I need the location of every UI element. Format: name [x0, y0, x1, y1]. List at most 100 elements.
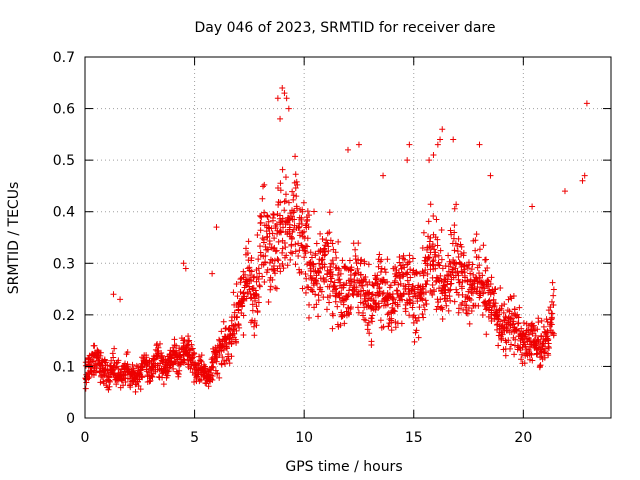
data-point — [260, 183, 267, 190]
data-point — [126, 382, 133, 389]
data-point — [433, 216, 440, 223]
data-point — [257, 220, 264, 227]
data-point — [311, 208, 318, 215]
data-point — [545, 343, 552, 350]
data-point — [326, 229, 333, 236]
data-point — [429, 291, 436, 298]
data-point — [437, 272, 444, 279]
data-point — [321, 245, 328, 252]
data-point — [423, 301, 430, 308]
data-point — [260, 236, 267, 243]
data-point — [311, 304, 318, 311]
data-point — [239, 297, 246, 304]
data-point — [234, 313, 241, 320]
data-point — [240, 268, 247, 275]
data-point — [368, 342, 375, 349]
data-point — [457, 260, 464, 267]
data-point — [273, 285, 280, 292]
data-point — [264, 214, 271, 221]
data-point — [463, 310, 470, 317]
data-point — [256, 282, 263, 289]
data-point — [327, 237, 334, 244]
data-point — [244, 250, 251, 257]
data-point — [332, 249, 339, 256]
data-point — [434, 236, 441, 243]
data-point — [115, 357, 122, 364]
data-point — [345, 146, 351, 153]
data-point — [528, 351, 535, 358]
data-point — [341, 296, 348, 303]
data-point — [246, 276, 253, 283]
x-tick-labels: 0 5 10 15 20 — [81, 430, 533, 446]
data-point — [257, 249, 264, 256]
data-point — [292, 185, 299, 192]
data-point — [318, 288, 325, 295]
data-point — [291, 216, 298, 223]
data-point — [488, 307, 495, 314]
data-point — [426, 157, 433, 164]
data-point — [466, 320, 473, 327]
data-point — [357, 257, 364, 264]
data-point — [378, 265, 385, 272]
data-point — [208, 369, 215, 376]
data-point — [138, 373, 145, 380]
data-point — [438, 256, 445, 263]
data-point — [108, 368, 115, 375]
data-point — [285, 105, 292, 112]
data-point — [458, 243, 465, 250]
data-point — [155, 373, 162, 380]
data-point — [426, 254, 433, 261]
data-point — [404, 277, 411, 284]
data-point — [532, 341, 539, 348]
data-point — [242, 245, 249, 252]
data-point — [360, 287, 367, 294]
data-point — [173, 342, 180, 349]
data-point — [290, 209, 297, 216]
data-point — [323, 306, 330, 313]
data-point — [213, 224, 220, 231]
data-point — [452, 240, 459, 247]
data-point — [430, 257, 437, 264]
data-point — [280, 224, 287, 231]
data-point — [302, 289, 309, 296]
data-point — [292, 241, 299, 248]
data-point — [451, 298, 458, 305]
data-point — [100, 378, 107, 385]
data-point — [345, 309, 352, 316]
data-point — [269, 276, 276, 283]
data-point — [248, 255, 255, 262]
data-point — [455, 309, 462, 316]
data-point — [313, 301, 320, 308]
data-point — [201, 363, 208, 370]
data-point — [475, 254, 482, 261]
data-point — [357, 271, 364, 278]
data-point — [257, 227, 264, 234]
data-point — [277, 180, 284, 187]
data-point — [549, 279, 556, 286]
data-point — [272, 248, 279, 255]
y-tick-label: 0.7 — [53, 50, 75, 66]
data-point — [377, 317, 384, 324]
data-point — [299, 206, 306, 213]
data-point — [313, 240, 320, 247]
data-point — [372, 276, 379, 283]
data-point — [486, 297, 493, 304]
data-point — [279, 249, 286, 256]
data-point — [402, 286, 409, 293]
data-point — [281, 90, 288, 97]
data-point — [429, 243, 436, 250]
data-point — [172, 359, 179, 366]
data-point — [305, 212, 312, 219]
data-point — [261, 279, 268, 286]
data-point — [403, 270, 410, 277]
data-point — [384, 311, 391, 318]
data-point — [406, 299, 413, 306]
data-point — [228, 353, 235, 360]
data-point — [497, 285, 504, 292]
data-point — [503, 323, 510, 330]
data-point — [155, 344, 162, 351]
data-point — [312, 250, 319, 257]
data-point — [453, 286, 460, 293]
data-point — [469, 261, 476, 268]
data-point — [175, 373, 182, 380]
